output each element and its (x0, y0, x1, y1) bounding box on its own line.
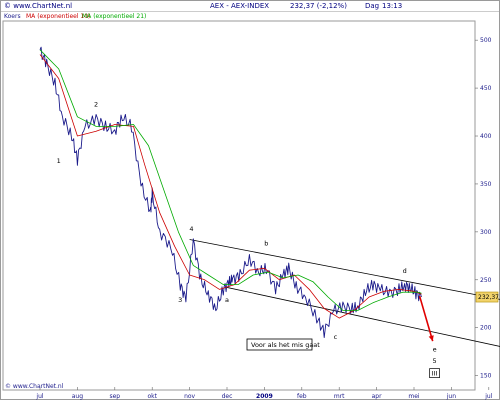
y-tick-label: 350 (480, 181, 492, 188)
last-value-label: 232,37 (478, 294, 499, 301)
wave-label: d (403, 267, 407, 275)
header-instrument: AEX - AEX-INDEX (210, 2, 269, 10)
legend-ma-slow: MA (exponentieel 21) (82, 13, 146, 20)
x-tick-label: 2009 (256, 393, 273, 400)
x-tick-label: jul (484, 393, 492, 400)
series-line-ma-slow (39, 49, 422, 311)
wave-label: 5 (432, 357, 436, 365)
wave-label: c (334, 333, 338, 341)
footer-site: © www.ChartNet.nl (5, 383, 64, 390)
wave-label: III (432, 370, 438, 378)
wave-label: a (225, 296, 229, 304)
y-tick-label: 500 (480, 37, 492, 44)
x-tick-label: okt (147, 393, 157, 400)
y-tick-label: 300 (480, 229, 492, 236)
y-axis: 150 200 250 300 350 400 450 500 (475, 37, 492, 380)
x-tick-label: nov (184, 393, 195, 400)
wave-label: 4 (189, 225, 193, 233)
forecast-arrow (418, 295, 434, 342)
y-tick-label: 400 (480, 133, 492, 140)
header-period: Dag (365, 2, 379, 10)
wave-label: 1 (57, 157, 61, 165)
plot-area (2, 20, 476, 391)
header-time: 13:13 (382, 2, 402, 10)
x-tick-label: dec (222, 393, 233, 400)
wave-label-box (429, 368, 440, 378)
x-tick-label: mei (408, 393, 420, 400)
legend-ma-fast: MA (exponentieel 10) (26, 13, 90, 20)
series-layer (39, 46, 422, 339)
x-tick-label: jul (35, 393, 43, 400)
y-tick-label: 250 (480, 277, 492, 284)
wave-label: 3 (178, 296, 182, 304)
y-tick-label: 450 (480, 85, 492, 92)
x-tick-label: aug (72, 393, 83, 400)
x-tick-label: sep (109, 393, 120, 400)
header-site: © www.ChartNet.nl (4, 2, 72, 10)
annotation-text: Voor als het mis gaat (251, 341, 320, 349)
legend-close: Koers (4, 13, 21, 20)
forecast-arrow-head (428, 335, 434, 342)
header-quote: 232,37 (-2,12%) (290, 2, 347, 10)
y-tick-label: 150 (480, 373, 492, 380)
forecast-arrow-layer (418, 295, 434, 342)
x-tick-label: apr (372, 393, 382, 400)
last-value-box (475, 291, 499, 303)
wave-labels: 1 2 3 4 a b c d e 5 III (57, 100, 440, 378)
x-tick-label: jun (446, 393, 456, 400)
y-tick-label: 200 (480, 325, 492, 332)
annotation-box (246, 338, 313, 351)
x-axis: jul aug sep okt nov dec 2009 feb mrt apr mei jun jul (35, 387, 493, 400)
wave-label: 2 (94, 100, 98, 108)
header-bar (1, 1, 499, 11)
wave-label: b (264, 239, 268, 247)
trendline (226, 287, 500, 347)
series-line-ma-fast (39, 54, 422, 319)
x-tick-label: feb (297, 393, 307, 400)
wave-label: e (433, 346, 437, 354)
x-tick-label: mrt (334, 393, 345, 400)
